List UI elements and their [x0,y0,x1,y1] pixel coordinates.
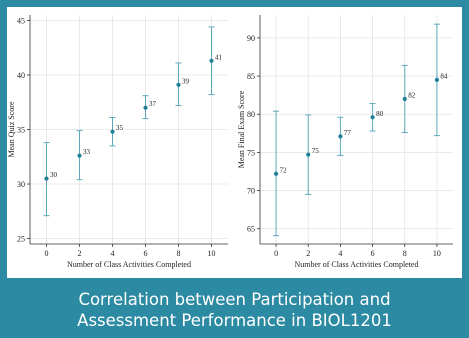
data-point [434,77,440,82]
x-tick-label: 8 [403,249,407,258]
x-axis-label: Number of Class Activities Completed [295,260,419,269]
x-tick-label: 6 [144,249,148,258]
y-axis-label: Mean Quiz Score [7,101,16,157]
y-tick-label: 85 [247,72,255,81]
x-tick-label: 0 [45,249,49,258]
y-tick-label: 30 [17,180,25,189]
data-label: 41 [215,53,223,61]
x-tick-label: 2 [78,249,82,258]
data-label: 33 [83,148,91,156]
data-point [306,152,311,157]
data-label: 75 [312,147,320,155]
data-label: 84 [440,72,448,80]
y-tick-label: 45 [17,16,25,25]
x-axis-label: Number of Class Activities Completed [67,260,191,269]
data-label: 37 [149,100,157,108]
data-point [143,105,148,110]
x-tick-label: 0 [274,249,278,258]
data-label: 82 [408,91,416,99]
data-point [273,171,279,176]
x-tick-label: 4 [111,249,115,258]
x-tick-label: 10 [433,249,441,258]
caption: Correlation between Participation and As… [0,282,469,338]
x-tick-label: 10 [208,249,216,258]
caption-line-2: Assessment Performance in BIOL1201 [77,311,392,330]
y-tick-label: 80 [247,110,255,119]
caption-line-1: Correlation between Participation and [78,290,391,309]
data-point [209,58,214,63]
data-point [77,153,82,158]
y-tick-label: 75 [247,148,255,157]
chart-2: 65 70 75 80 85 90 0 2 4 6 8 10 Number of Class Activ… [237,15,453,269]
chart-panel: 25 30 35 40 45 0 2 4 6 8 10 Number of Class Activit… [7,7,462,278]
y-tick-label: 25 [17,235,25,244]
chart-1: 25 30 35 40 45 0 2 4 6 8 10 Number of Class Activit… [7,15,228,269]
y-axis-label: Mean Final Exam Score [237,90,246,168]
x-tick-label: 6 [371,249,375,258]
x-tick-label: 8 [177,249,181,258]
data-label: 80 [376,110,384,118]
data-label: 72 [280,166,288,174]
data-point [402,96,407,102]
x-tick-label: 2 [306,249,310,258]
y-tick-label: 65 [247,225,255,234]
data-label: 30 [50,171,58,179]
data-point [370,115,375,120]
y-tick-label: 90 [247,34,255,43]
data-point [110,129,115,134]
y-tick-label: 70 [247,187,255,196]
data-point [338,134,343,139]
y-tick-label: 40 [17,71,25,80]
data-label: 77 [344,129,352,137]
x-tick-label: 4 [338,249,342,258]
data-point [176,82,181,87]
data-label: 39 [182,77,190,85]
y-tick-label: 35 [17,126,25,135]
data-point [44,176,49,181]
data-label: 35 [116,124,124,132]
